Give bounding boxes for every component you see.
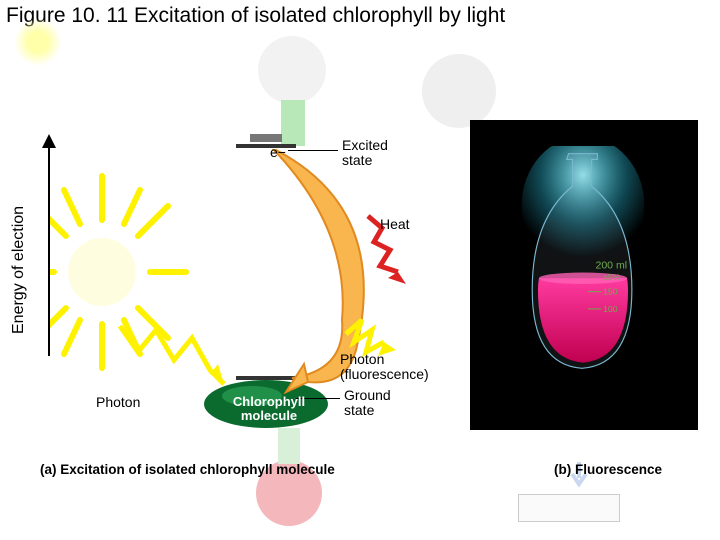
ground-state-label: Ground state	[344, 388, 424, 419]
bg-circle-top	[258, 36, 326, 104]
photon-fluor-label: Photon (fluorescence)	[340, 352, 460, 383]
photon-in-wave	[120, 326, 224, 384]
fluorescence-photo: 200 ml ±5% 150 100	[470, 120, 698, 430]
energy-arc	[274, 150, 364, 382]
chlorophyll-label: Chlorophyll molecule	[224, 395, 314, 424]
caption-b: (b) Fluorescence	[554, 462, 662, 477]
bg-box-bottom	[518, 494, 620, 522]
caption-a: (a) Excitation of isolated chlorophyll m…	[40, 462, 335, 477]
heat-label: Heat	[380, 216, 410, 232]
svg-text:200 ml: 200 ml	[595, 260, 627, 272]
svg-text:100: 100	[603, 304, 618, 314]
sun-icon	[50, 176, 186, 368]
energy-axis-label: Energy of election	[10, 206, 28, 334]
ground-state-bar	[236, 376, 296, 380]
electron-bar	[250, 134, 282, 142]
excited-state-bar	[236, 144, 296, 148]
bg-bar-bottom	[278, 428, 300, 464]
leadline-excited	[288, 150, 338, 151]
bg-circle-right	[422, 54, 496, 128]
svg-text:150: 150	[603, 287, 618, 297]
figure-title: Figure 10. 11 Excitation of isolated chl…	[6, 4, 505, 28]
electron-label: e−	[270, 144, 286, 160]
svg-text:±5%: ±5%	[603, 272, 621, 282]
photon-in-label: Photon	[96, 394, 140, 410]
excited-state-label: Excited state	[342, 138, 422, 169]
bg-sun-faint	[14, 18, 62, 66]
